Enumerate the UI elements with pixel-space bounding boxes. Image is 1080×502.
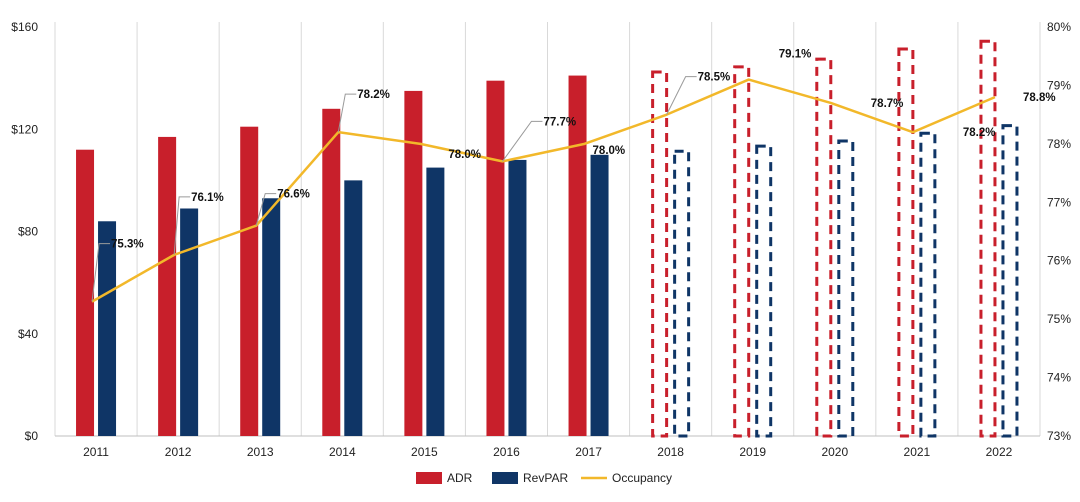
legend-label: RevPAR <box>523 471 568 485</box>
occupancy-leader-line <box>337 93 357 133</box>
adr-bar <box>76 149 95 436</box>
y-right-tick-label: 78% <box>1047 137 1071 151</box>
revpar-bar <box>590 154 609 436</box>
occupancy-data-label: 78.2% <box>963 127 996 139</box>
occupancy-data-label: 78.8% <box>1023 92 1056 104</box>
revpar-bar-projected <box>1001 124 1019 438</box>
revpar-bar <box>508 159 527 437</box>
revpar-bar-projected <box>755 144 773 438</box>
occupancy-data-label: 75.3% <box>111 239 144 251</box>
adr-bar <box>404 90 423 436</box>
revpar-bar <box>98 221 117 436</box>
occupancy-line <box>91 78 996 303</box>
adr-bar <box>240 126 259 436</box>
adr-bar-projected <box>651 70 669 438</box>
x-tick-label: 2020 <box>821 445 848 459</box>
occupancy-data-label: 76.1% <box>191 192 224 204</box>
occupancy-data-label: 78.2% <box>357 89 390 101</box>
x-tick-label: 2013 <box>247 445 274 459</box>
y-right-tick-label: 75% <box>1047 312 1071 326</box>
occupancy-leader-line <box>91 243 111 302</box>
x-tick-label: 2017 <box>575 445 602 459</box>
legend-swatch <box>416 472 442 484</box>
y-left-tick-label: $120 <box>11 122 38 136</box>
adr-bar <box>158 136 177 436</box>
adr-bar-projected <box>897 47 915 438</box>
x-tick-label: 2015 <box>411 445 438 459</box>
occupancy-data-label: 78.5% <box>698 72 731 84</box>
occupancy-data-label: 78.0% <box>593 145 626 157</box>
legend-label: Occupancy <box>612 471 672 485</box>
adr-bar-projected <box>733 65 751 438</box>
x-tick-label: 2011 <box>83 445 109 459</box>
x-tick-label: 2021 <box>904 445 931 459</box>
x-tick-label: 2018 <box>657 445 684 459</box>
adr-bar <box>568 75 587 436</box>
legend-label: ADR <box>447 471 473 485</box>
y-left-tick-label: $160 <box>11 20 38 34</box>
revpar-bar <box>344 180 363 436</box>
x-tick-label: 2014 <box>329 445 356 459</box>
occupancy-leader-line <box>502 120 543 162</box>
adr-bar <box>322 108 341 437</box>
legend-swatch <box>492 472 518 484</box>
revpar-bar-projected <box>837 139 855 438</box>
adr-bar-projected <box>979 39 997 438</box>
y-left-tick-label: $0 <box>25 429 39 443</box>
x-tick-label: 2016 <box>493 445 520 459</box>
x-tick-label: 2012 <box>165 445 192 459</box>
occupancy-data-label: 78.0% <box>448 149 481 161</box>
revpar-bar <box>180 208 199 436</box>
y-right-tick-label: 79% <box>1047 78 1071 92</box>
y-left-tick-label: $80 <box>18 225 38 239</box>
revpar-bar <box>262 198 281 436</box>
adr-bar-projected <box>815 57 833 438</box>
occupancy-data-label: 79.1% <box>779 49 812 61</box>
y-right-tick-label: 80% <box>1047 20 1071 34</box>
adr-bar <box>486 80 505 437</box>
y-left-tick-label: $40 <box>18 327 38 341</box>
revpar-bar-projected <box>919 131 937 438</box>
y-right-tick-label: 73% <box>1047 429 1071 443</box>
occupancy-leader-line <box>666 76 697 115</box>
y-right-tick-label: 76% <box>1047 254 1071 268</box>
x-tick-label: 2019 <box>739 445 766 459</box>
x-tick-label: 2022 <box>986 445 1013 459</box>
y-right-tick-label: 74% <box>1047 371 1071 385</box>
occupancy-leader-line <box>173 196 191 255</box>
revpar-bar-projected <box>673 149 691 438</box>
occupancy-data-label: 78.7% <box>871 98 904 110</box>
revpar-bar <box>426 167 445 436</box>
occupancy-data-label: 76.6% <box>277 189 310 201</box>
y-right-tick-label: 77% <box>1047 195 1071 209</box>
occupancy-leader-line <box>255 193 277 226</box>
occupancy-data-label: 77.7% <box>543 116 576 128</box>
